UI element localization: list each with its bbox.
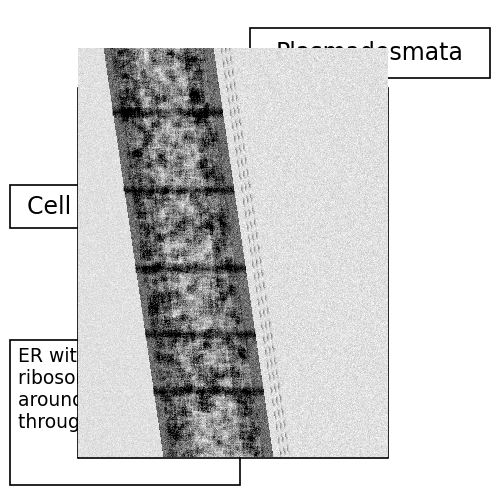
- Bar: [10, 340, 240, 485]
- Bar: [10, 185, 142, 228]
- Bar: [78, 88, 388, 458]
- Text: Plasmadesmata: Plasmadesmata: [276, 40, 464, 64]
- Bar: [250, 28, 490, 78]
- Text: Cell wall: Cell wall: [27, 194, 126, 218]
- Text: ER with attached
ribosomes moving
around and possible
through plasmadesmata.: ER with attached ribosomes moving around…: [18, 348, 254, 432]
